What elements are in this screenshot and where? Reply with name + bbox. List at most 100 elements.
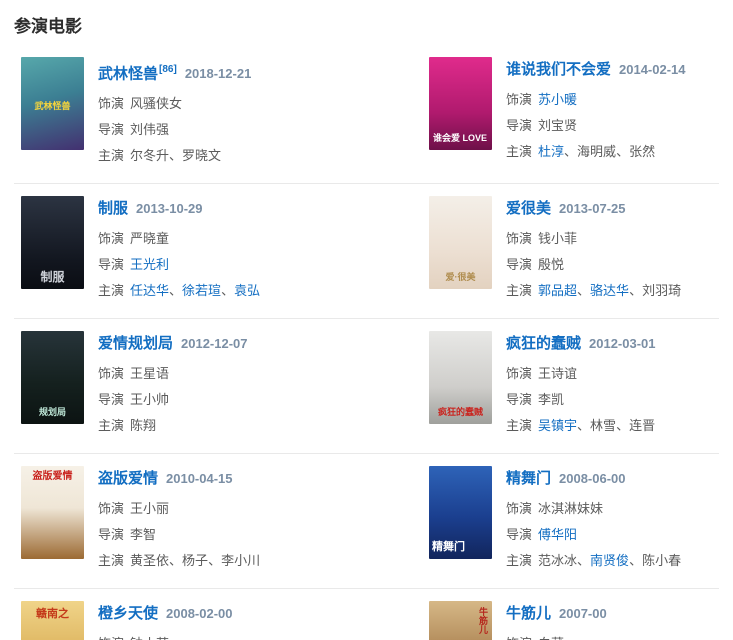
starring-label: 主演: [98, 283, 125, 299]
movie-title-link[interactable]: 爱很美: [506, 200, 552, 218]
movie-title-link[interactable]: 武林怪兽: [98, 65, 159, 83]
role-label: 饰演: [98, 231, 125, 247]
starring-line: 主演 陈翔: [98, 413, 248, 439]
name-separator: 、: [629, 283, 643, 299]
director-name: 李凯: [538, 392, 565, 408]
movie-title-link[interactable]: 爱情规划局: [98, 335, 174, 353]
role-name: 白菜: [538, 636, 564, 640]
movie-entry: 武林怪兽 武林怪兽[86] 2018-12-21 饰演 风骚侠女 导演 刘伟强 主演尔…: [14, 57, 366, 169]
movie-title-link[interactable]: 精舞门: [506, 470, 552, 488]
movie-poster[interactable]: 谁会爱 LOVE: [429, 57, 492, 150]
director-label: 导演: [506, 392, 533, 408]
release-date: 2008-02-00: [166, 606, 233, 622]
role-name: 冰淇淋妹妹: [538, 501, 604, 517]
director-name: 刘宝贤: [538, 118, 578, 133]
name-separator: 、: [577, 553, 591, 569]
movie-title-link[interactable]: 橙乡天使: [98, 605, 159, 623]
name-separator: 、: [169, 553, 183, 569]
star-name[interactable]: 南贤俊: [590, 553, 630, 569]
role-label: 饰演: [98, 96, 125, 112]
star-name: 陈小春: [642, 553, 682, 569]
movie-row: 规划局 爱情规划局 2012-12-07 饰演 王星语 导演 王小帅 主演 陈翔 疯狂的…: [14, 318, 719, 453]
star-name[interactable]: 吴镇宇: [538, 418, 578, 434]
movie-poster[interactable]: 爱·很美: [429, 196, 492, 290]
movie-poster[interactable]: 精舞门: [429, 466, 492, 560]
movie-poster[interactable]: 牛筋儿: [429, 601, 492, 640]
star-name: 罗晓文: [182, 148, 222, 164]
director-line: 导演 殷悦: [506, 252, 681, 278]
starring-label: 主演: [98, 418, 125, 434]
movie-poster[interactable]: 规划局: [21, 331, 84, 425]
role-name[interactable]: 苏小暖: [538, 92, 578, 107]
role-label: 饰演: [98, 366, 125, 382]
poster-caption: 牛筋儿: [478, 607, 488, 635]
name-separator: 、: [169, 148, 183, 164]
star-name[interactable]: 郭品超: [538, 283, 578, 299]
movie-title-link[interactable]: 制服: [98, 200, 129, 218]
movie-info: 武林怪兽[86] 2018-12-21 饰演 风骚侠女 导演 刘伟强 主演 尔冬升、罗晓…: [98, 57, 251, 169]
release-date: 2010-04-15: [166, 471, 233, 487]
star-name[interactable]: 任达华: [130, 283, 170, 299]
role-line: 饰演 钱小菲: [506, 226, 681, 252]
movie-info: 盗版爱情 2010-04-15 饰演 王小丽 导演 李智 主演 黄圣依、杨子、李小川: [98, 466, 260, 574]
name-separator: 、: [616, 418, 630, 434]
movie-info: 疯狂的蠢贼 2012-03-01 饰演 王诗谊 导演 李凯 主演 吴镇宇、林雪、连晋: [506, 331, 656, 439]
movie-poster[interactable]: 疯狂的蠢贼: [429, 331, 492, 425]
movie-info: 谁说我们不会爱 2014-02-14 饰演 苏小暖 导演 刘宝贤 主演 杜淳、海明威、张…: [506, 57, 686, 165]
star-name[interactable]: 骆达华: [590, 283, 630, 299]
starring-line: 主演 郭品超、骆达华、刘羽琦: [506, 278, 681, 304]
movie-poster[interactable]: 盗版爱情: [21, 466, 84, 560]
director-line: 导演 李凯: [506, 387, 656, 413]
starring-line: 主演 杜淳、海明威、张然: [506, 139, 686, 165]
director-name[interactable]: 王光利: [130, 257, 170, 273]
star-name[interactable]: 袁弘: [234, 283, 261, 299]
role-label: 饰演: [506, 636, 532, 640]
reference-superscript[interactable]: [86]: [159, 64, 177, 75]
movie-title-link[interactable]: 谁说我们不会爱: [506, 61, 612, 78]
name-separator: 、: [577, 418, 591, 434]
star-name[interactable]: 徐若瑄: [182, 283, 222, 299]
star-name: 黄圣依: [130, 553, 170, 569]
star-name[interactable]: 杜淳: [538, 144, 565, 159]
role-line: 饰演 钟小萌: [98, 631, 247, 640]
role-name: 风骚侠女: [130, 96, 183, 112]
movie-entry: 规划局 爱情规划局 2012-12-07 饰演 王星语 导演 王小帅 主演 陈翔: [14, 331, 366, 439]
movie-info: 爱很美 2013-07-25 饰演 钱小菲 导演 殷悦 主演 郭品超、骆达华、刘羽琦: [506, 196, 681, 304]
movie-row: 制服 制服 2013-10-29 饰演 严晓童 导演 王光利 主演 任达华、徐若瑄、袁弘…: [14, 183, 719, 318]
release-date: 2012-12-07: [181, 336, 248, 352]
director-line: 导演 李智: [98, 522, 260, 548]
poster-caption: 规划局: [38, 407, 66, 418]
movie-poster[interactable]: 赣南之: [21, 601, 84, 640]
star-name: 杨子: [182, 553, 209, 569]
release-date: 2014-02-14: [619, 62, 686, 77]
director-label: 导演: [506, 118, 533, 133]
director-name[interactable]: 傅华阳: [538, 527, 578, 543]
role-label: 饰演: [506, 366, 533, 382]
role-name: 严晓童: [130, 231, 170, 247]
movie-row: 盗版爱情 盗版爱情 2010-04-15 饰演 王小丽 导演 李智 主演 黄圣依、杨子、…: [14, 453, 719, 588]
director-label: 导演: [98, 392, 125, 408]
star-name: 范冰冰: [538, 553, 578, 569]
role-name: 钟小萌: [130, 636, 169, 640]
star-name: 海明威: [577, 144, 617, 159]
role-line: 饰演 严晓童: [98, 226, 260, 252]
poster-caption: 盗版爱情: [32, 471, 73, 483]
movie-title-link[interactable]: 疯狂的蠢贼: [506, 335, 582, 353]
movie-poster[interactable]: 武林怪兽: [21, 57, 84, 150]
starring-label: 主演: [506, 144, 533, 159]
poster-caption: 谁会爱 LOVE: [433, 133, 488, 143]
name-separator: 、: [629, 553, 643, 569]
role-line: 饰演 白菜: [506, 631, 607, 640]
movie-title-link[interactable]: 牛筋儿: [506, 605, 552, 623]
director-label: 导演: [98, 527, 125, 543]
movie-title-link[interactable]: 盗版爱情: [98, 470, 159, 488]
role-label: 饰演: [98, 636, 124, 640]
movie-info: 爱情规划局 2012-12-07 饰演 王星语 导演 王小帅 主演 陈翔: [98, 331, 248, 439]
movie-entry: 谁会爱 LOVE 谁说我们不会爱 2014-02-14 饰演 苏小暖 导演 刘宝贤 主…: [366, 57, 719, 169]
movie-entry: 精舞门 精舞门 2008-06-00 饰演 冰淇淋妹妹 导演 傅华阳 主演 范冰冰、南贤…: [366, 466, 719, 574]
movie-poster[interactable]: 制服: [21, 196, 84, 290]
